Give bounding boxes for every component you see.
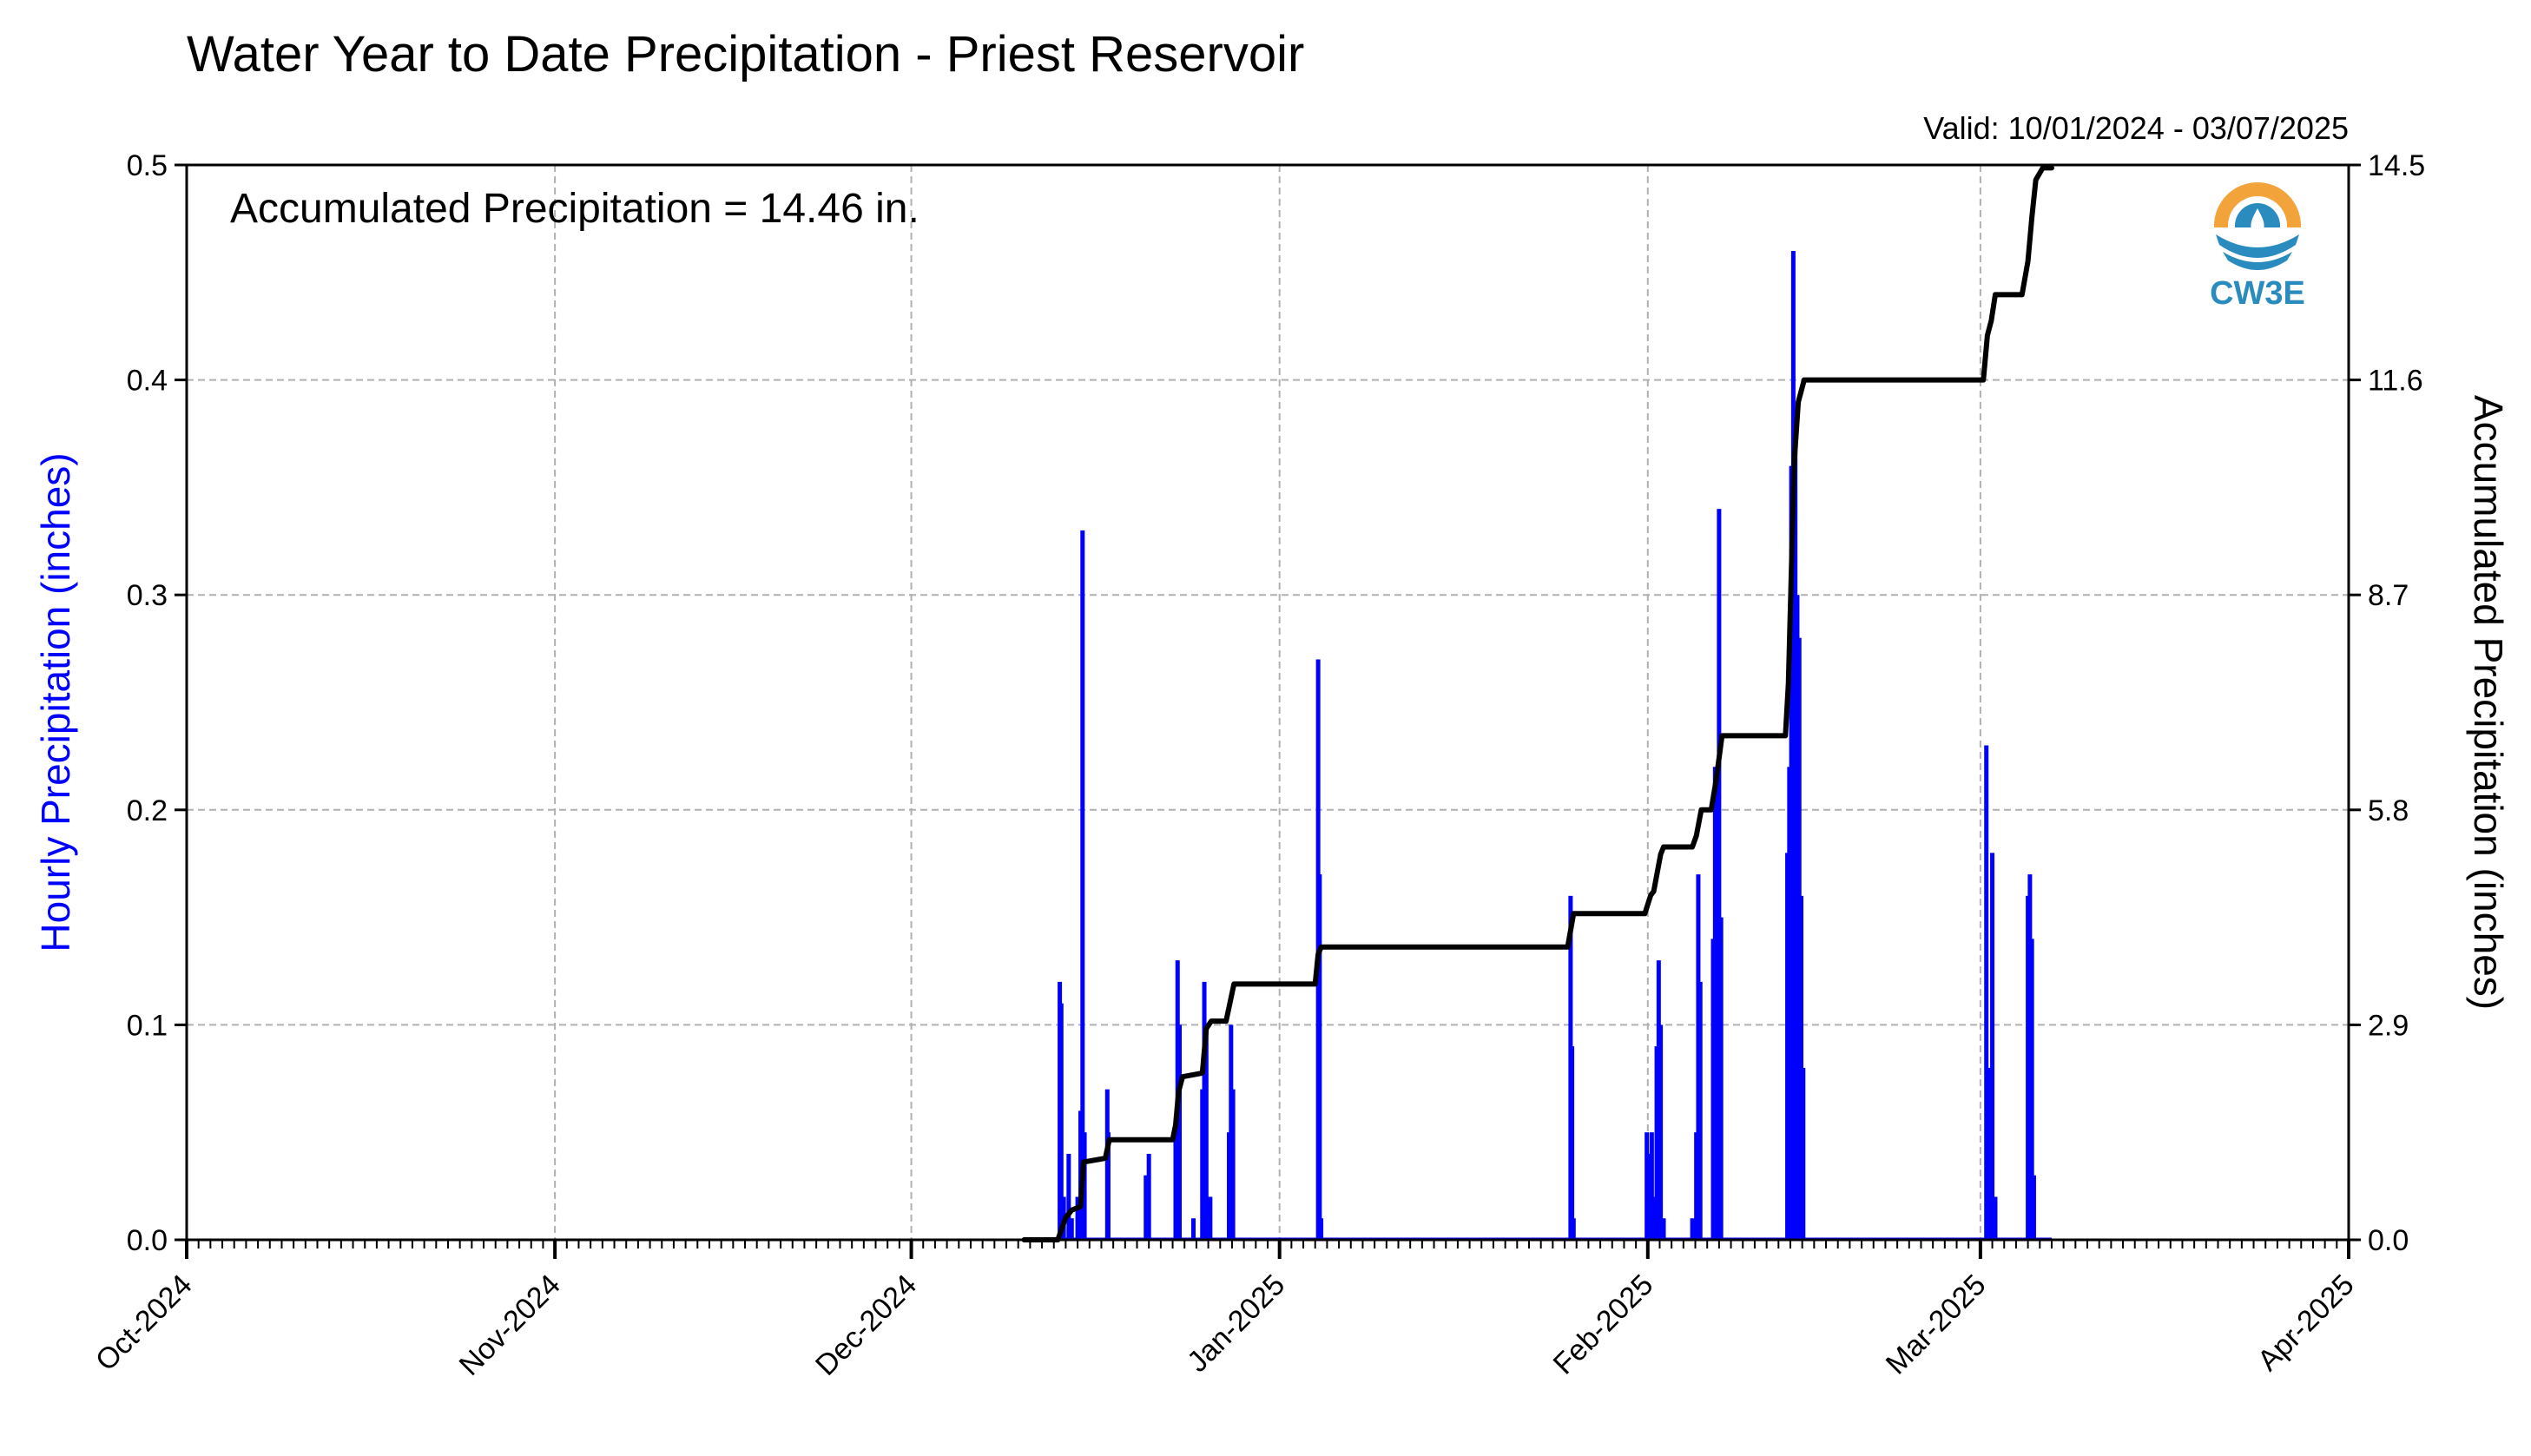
- hourly-bar: [1105, 1132, 1111, 1240]
- hourly-bar: [1230, 1089, 1236, 1240]
- hourly-bar: [1069, 1218, 1074, 1240]
- x-tick-label: Nov-2024: [453, 1268, 567, 1382]
- y2-tick-label: 5.8: [2368, 794, 2409, 827]
- accumulated-annotation: Accumulated Precipitation = 14.46 in.: [230, 186, 919, 232]
- x-tick-label: Dec-2024: [809, 1268, 923, 1382]
- y-axis-left-label: Hourly Precipitation (inches): [33, 452, 78, 952]
- x-axis: Oct-2024 Nov-2024 Dec-2024 Jan-2025 Feb-2025…: [89, 1240, 2361, 1382]
- y-tick-label: 0.0: [127, 1224, 168, 1257]
- hourly-bar: [1690, 1218, 1695, 1240]
- hourly-bar: [1649, 1132, 1654, 1240]
- y2-tick-label: 11.6: [2368, 365, 2423, 398]
- valid-range: Valid: 10/01/2024 - 03/07/2025: [1923, 110, 2349, 146]
- hourly-bar: [1717, 509, 1722, 1240]
- hourly-bar: [1319, 1218, 1324, 1240]
- hourly-bar: [1801, 1067, 1806, 1240]
- hourly-bar: [1570, 1046, 1575, 1240]
- hourly-bar: [1146, 1153, 1151, 1240]
- hourly-bar: [1718, 917, 1724, 1240]
- hourly-bar: [1799, 895, 1804, 1240]
- hourly-bar: [1993, 1196, 1998, 1240]
- hourly-bar: [1651, 1196, 1657, 1240]
- hourly-bar: [1203, 1024, 1209, 1240]
- grid-lines: [187, 165, 2349, 1240]
- x-tick-label: Jan-2025: [1181, 1268, 1291, 1379]
- hourly-bar: [1177, 1024, 1183, 1240]
- cw3e-logo-text: CW3E: [2210, 275, 2305, 312]
- accumulated-line: [1021, 165, 2054, 1242]
- x-tick-label: Feb-2025: [1547, 1268, 1660, 1381]
- plot-frame: [185, 163, 2350, 1242]
- x-tick-label: Mar-2025: [1880, 1268, 1993, 1381]
- hourly-bar: [1190, 1218, 1196, 1240]
- cw3e-logo-icon: [2214, 182, 2301, 270]
- y-tick-label: 0.5: [127, 149, 168, 182]
- x-tick-label: Oct-2024: [89, 1268, 199, 1378]
- hourly-bar: [1058, 1003, 1064, 1240]
- y-axis-right-label: Accumulated Precipitation (inches): [2466, 395, 2511, 1010]
- hourly-bar: [1144, 1175, 1149, 1240]
- y2-tick-label: 8.7: [2368, 579, 2409, 612]
- hourly-bar: [2029, 939, 2034, 1240]
- hourly-bar: [2031, 1175, 2036, 1240]
- hourly-bar: [1075, 1196, 1080, 1240]
- y-tick-label: 0.3: [127, 579, 168, 612]
- hourly-bar: [1661, 1218, 1666, 1240]
- x-tick-label: Apr-2025: [2251, 1268, 2361, 1378]
- y2-tick-label: 0.0: [2368, 1224, 2409, 1257]
- hourly-bar: [1208, 1196, 1213, 1240]
- hourly-bar: [1658, 1024, 1664, 1240]
- chart-title: Water Year to Date Precipitation - Pries…: [187, 26, 1304, 82]
- hourly-bar: [1697, 981, 1703, 1240]
- y-tick-label: 0.2: [127, 794, 168, 827]
- y-tick-label: 0.4: [127, 365, 168, 398]
- y-axis-left: 0.0 0.1 0.2 0.3 0.4 0.5: [127, 149, 187, 1257]
- hourly-bar: [1990, 853, 1995, 1240]
- hourly-bar: [1646, 1153, 1651, 1240]
- y-axis-right: 0.0 2.9 5.8 8.7 11.6 14.5: [2349, 149, 2425, 1257]
- hourly-bar: [1066, 1153, 1071, 1240]
- hourly-bar: [1571, 1218, 1576, 1240]
- hourly-bar: [1080, 530, 1085, 1240]
- y2-tick-label: 14.5: [2368, 149, 2425, 182]
- cw3e-logo: CW3E: [2210, 182, 2305, 312]
- hourly-bar: [1984, 745, 1989, 1240]
- hourly-bar: [1082, 1132, 1087, 1240]
- y2-tick-label: 2.9: [2368, 1009, 2409, 1042]
- y-tick-label: 0.1: [127, 1009, 168, 1042]
- hourly-bar: [1317, 874, 1322, 1240]
